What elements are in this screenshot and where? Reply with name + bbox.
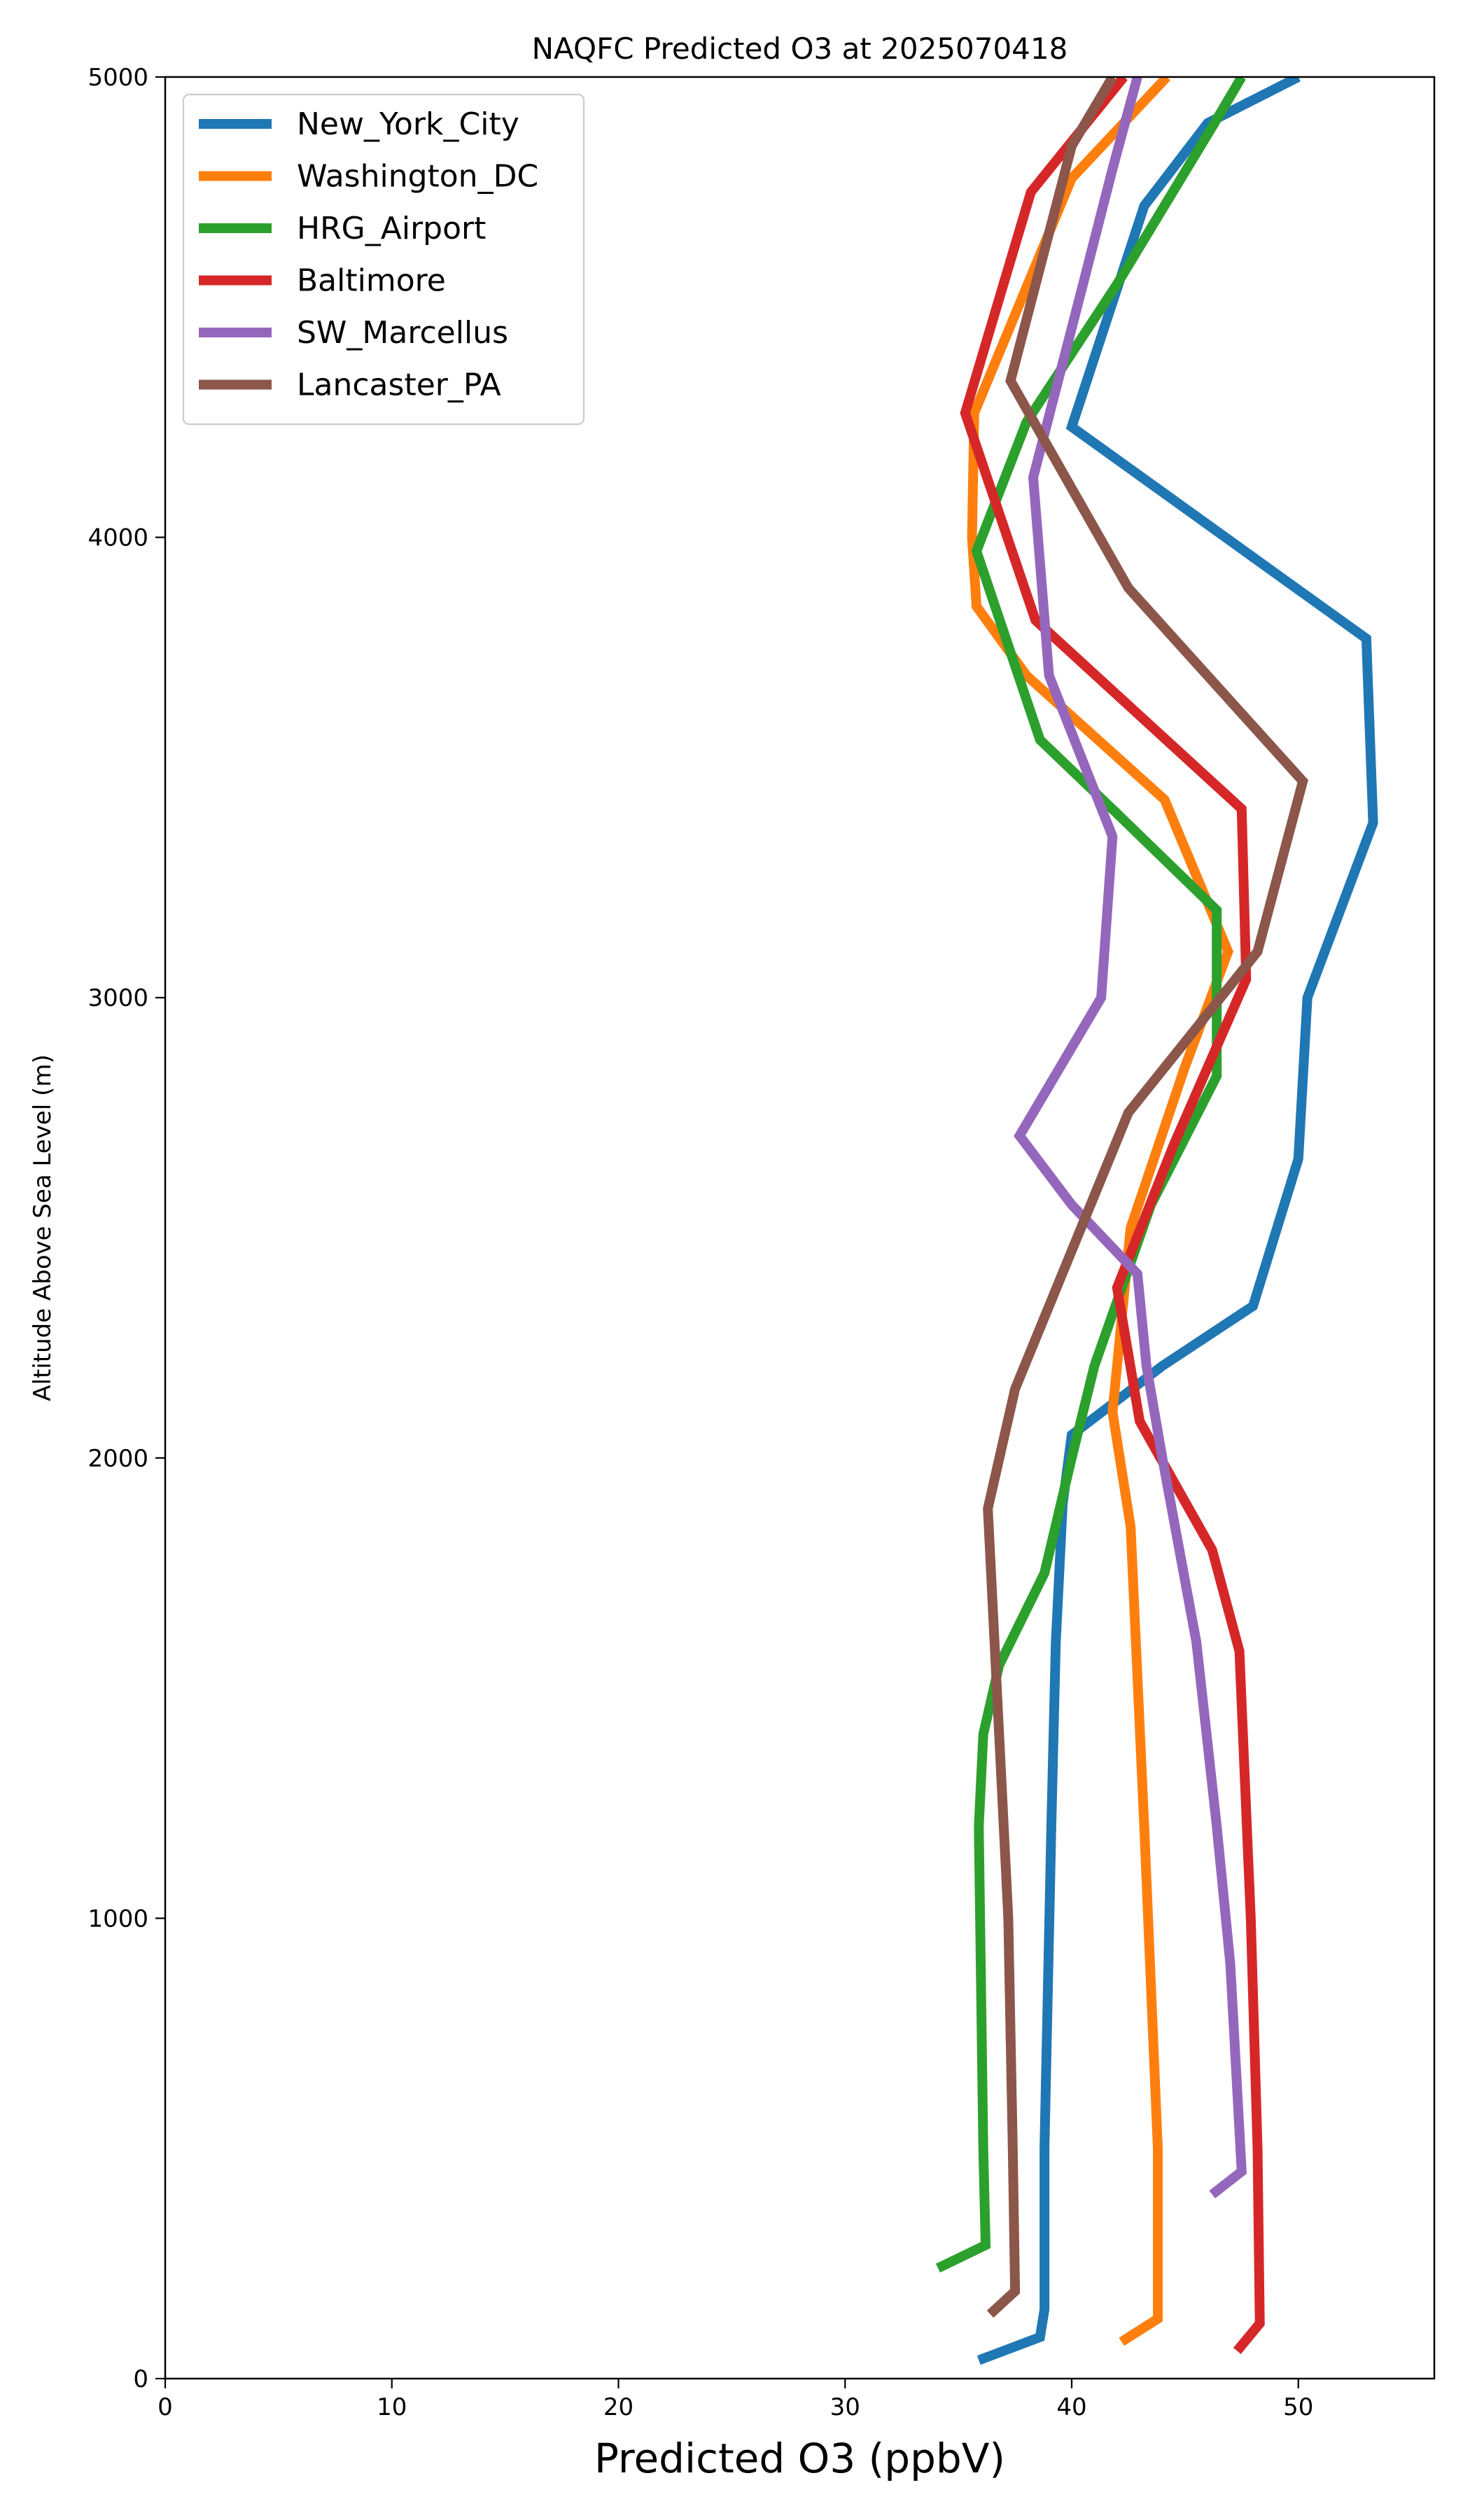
- y-tick-label: 1000: [88, 1905, 148, 1933]
- x-tick-label: 20: [603, 2393, 634, 2421]
- legend-item: Washington_DC: [199, 159, 538, 195]
- plot-frame: [164, 76, 1436, 2380]
- x-axis: 0 10 20 30 40 50: [158, 2379, 1313, 2421]
- y-axis: 0 1000 2000 3000 4000 5000: [88, 64, 165, 2393]
- legend: New_York_City Washington_DC HRG_Airport Bal…: [182, 93, 585, 426]
- legend-label: New_York_City: [297, 106, 519, 142]
- series-line-new-york-city: [976, 77, 1378, 2365]
- x-tick-label: 10: [377, 2393, 407, 2421]
- legend-label: Washington_DC: [297, 159, 538, 195]
- legend-item: SW_Marcellus: [199, 315, 508, 351]
- x-axis-label: Predicted O3 (ppbV): [594, 2435, 1005, 2482]
- legend-label: Baltimore: [297, 263, 446, 299]
- legend-item: New_York_City: [199, 106, 519, 142]
- chart-title: NAQFC Predicted O3 at 2025070418: [532, 31, 1068, 66]
- legend-box: [182, 93, 585, 426]
- series-line-baltimore: [960, 77, 1265, 2354]
- series-line-sw-marcellus: [1014, 77, 1247, 2199]
- x-tick-label: 0: [158, 2393, 173, 2421]
- x-tick-label: 30: [830, 2393, 860, 2421]
- series-layer: [935, 77, 1378, 2365]
- y-tick-label: 2000: [88, 1445, 148, 1473]
- legend-label: HRG_Airport: [297, 211, 486, 246]
- y-tick-label: 5000: [88, 64, 148, 92]
- series-line-lancaster-pa: [983, 77, 1308, 2318]
- y-tick-label: 4000: [88, 524, 148, 552]
- legend-item: HRG_Airport: [199, 211, 486, 246]
- legend-label: SW_Marcellus: [297, 315, 508, 351]
- y-tick-label: 0: [133, 2365, 148, 2393]
- legend-label: Lancaster_PA: [297, 368, 501, 403]
- y-tick-label: 3000: [88, 984, 148, 1012]
- y-axis-label: Altitude Above Sea Level (m): [29, 1054, 57, 1401]
- x-tick-label: 50: [1283, 2393, 1313, 2421]
- x-tick-label: 40: [1056, 2393, 1086, 2421]
- legend-item: Baltimore: [199, 263, 446, 299]
- legend-item: Lancaster_PA: [199, 368, 501, 403]
